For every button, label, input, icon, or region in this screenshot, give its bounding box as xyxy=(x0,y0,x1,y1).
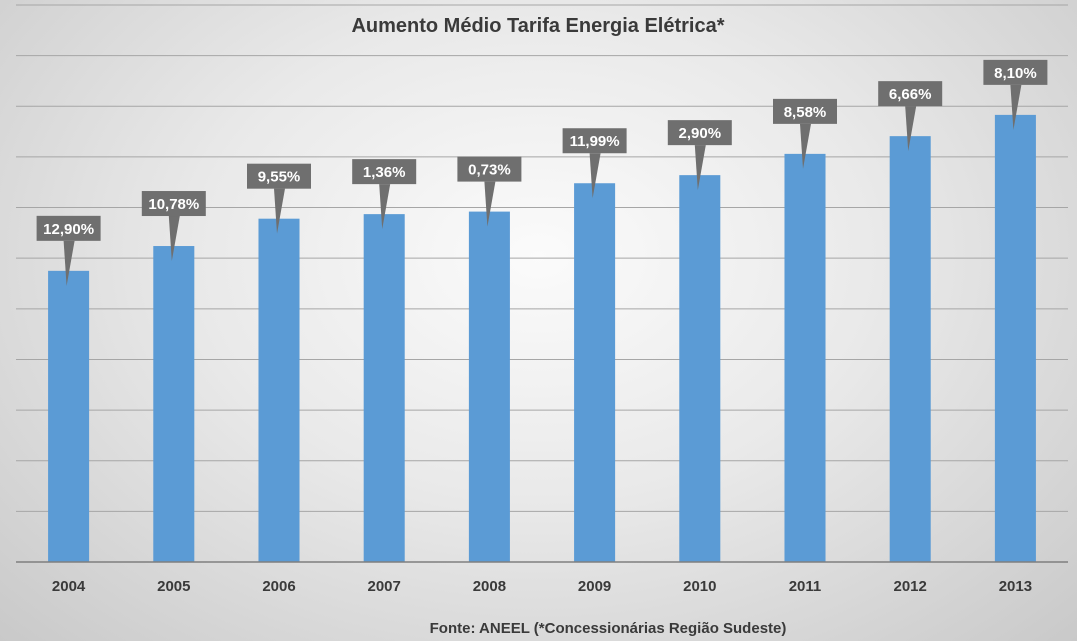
source-note: Fonte: ANEEL (*Concessionárias Região Su… xyxy=(430,620,787,637)
data-label-box xyxy=(667,120,732,146)
data-label-text: 1,36% xyxy=(363,164,406,181)
bar-2009 xyxy=(574,183,616,563)
data-label-text: 6,66% xyxy=(889,86,932,103)
bar-2012 xyxy=(889,136,931,562)
data-label-2013: 8,10% xyxy=(983,59,1048,130)
data-label-text: 8,10% xyxy=(994,65,1037,82)
data-labels: 12,90% 10,78% 9,55% 1,36% 0,73% 11,99% 2,90% 8,… xyxy=(36,59,1048,286)
data-label-text: 8,58% xyxy=(784,104,827,121)
data-label-2011: 8,58% xyxy=(773,98,837,169)
bar-2013 xyxy=(994,114,1036,562)
bar-2010 xyxy=(679,175,721,562)
data-label-box xyxy=(983,59,1048,85)
data-label-pointer xyxy=(484,181,496,227)
x-axis: 2004 2005 2006 2007 2008 2009 2010 2011 2012 2013 xyxy=(16,561,1068,595)
data-label-2006: 9,55% xyxy=(247,163,311,234)
data-label-box xyxy=(878,81,943,107)
data-label-text: 2,90% xyxy=(679,125,722,142)
x-tick-label-2012: 2012 xyxy=(894,578,927,595)
chart-title: Aumento Médio Tarifa Energia Elétrica* xyxy=(351,15,724,37)
data-label-pointer xyxy=(1010,84,1022,130)
x-tick-label-2011: 2011 xyxy=(789,578,822,595)
data-label-box xyxy=(247,163,311,189)
data-label-pointer xyxy=(905,106,917,152)
data-label-2005: 10,78% xyxy=(141,191,206,262)
x-tick-label-2010: 2010 xyxy=(683,578,716,595)
bar-2006 xyxy=(258,218,300,562)
data-label-2009: 11,99% xyxy=(562,128,627,199)
data-label-text: 10,78% xyxy=(148,196,199,213)
data-label-2004: 12,90% xyxy=(36,215,101,286)
x-tick-label-2006: 2006 xyxy=(262,578,295,595)
data-label-2008: 0,73% xyxy=(457,156,522,227)
data-label-pointer xyxy=(800,123,811,169)
data-label-box xyxy=(36,215,101,241)
data-label-2012: 6,66% xyxy=(878,81,943,152)
data-label-pointer xyxy=(589,153,601,199)
x-tick-label-2004: 2004 xyxy=(52,578,86,595)
data-label-box xyxy=(141,191,206,217)
data-label-box xyxy=(457,156,522,182)
data-label-box xyxy=(562,128,627,154)
x-tick-label-2013: 2013 xyxy=(999,578,1032,595)
data-label-2010: 2,90% xyxy=(667,120,732,191)
data-label-text: 12,90% xyxy=(43,221,94,238)
bar-2004 xyxy=(48,270,90,562)
x-tick-label-2009: 2009 xyxy=(578,578,611,595)
data-label-pointer xyxy=(168,216,180,262)
data-label-text: 9,55% xyxy=(258,169,301,186)
data-label-pointer xyxy=(379,184,391,230)
bar-2008 xyxy=(468,211,510,562)
data-label-2007: 1,36% xyxy=(352,159,417,230)
bars xyxy=(48,114,1036,563)
data-label-pointer xyxy=(274,188,285,234)
data-label-box xyxy=(773,98,837,124)
data-label-text: 0,73% xyxy=(468,162,511,179)
bar-2011 xyxy=(784,153,826,562)
data-label-pointer xyxy=(63,240,75,286)
x-tick-label-2008: 2008 xyxy=(473,578,506,595)
data-label-text: 11,99% xyxy=(570,133,620,150)
data-label-box xyxy=(352,159,417,185)
x-tick-label-2007: 2007 xyxy=(368,578,401,595)
x-tick-label-2005: 2005 xyxy=(157,578,190,595)
bar-2005 xyxy=(153,246,195,562)
bar-2007 xyxy=(363,214,405,563)
data-label-pointer xyxy=(694,145,706,191)
